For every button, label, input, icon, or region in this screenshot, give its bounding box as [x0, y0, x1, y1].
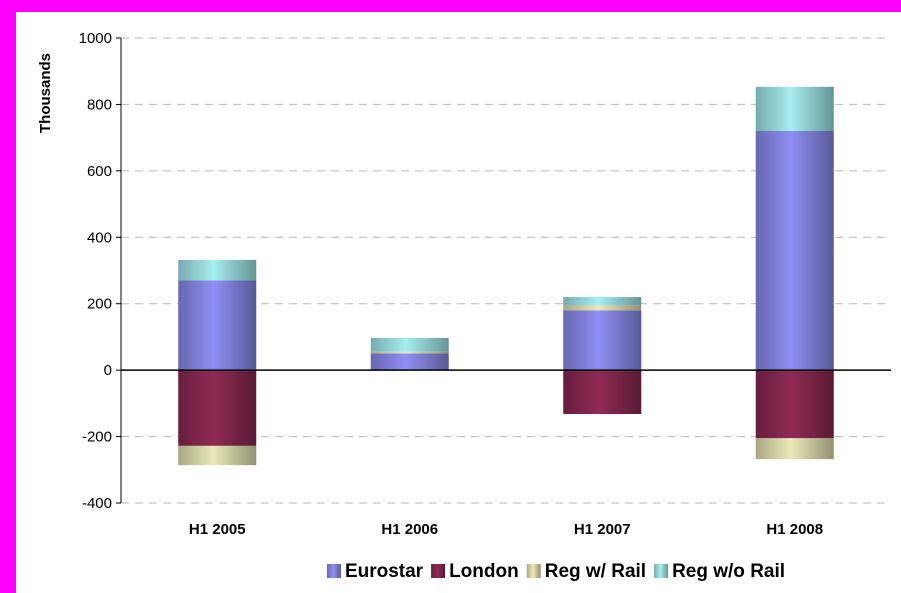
- bar-eurostar: [563, 310, 642, 371]
- bar-eurostar: [178, 280, 257, 371]
- y-axis-title: Thousands: [37, 53, 54, 133]
- y-tick-label: 800: [87, 96, 112, 113]
- x-category-label: H1 2008: [766, 521, 823, 538]
- bar-london: [755, 370, 834, 439]
- x-category-label: H1 2006: [381, 521, 438, 538]
- bar-reg-w-rail: [178, 445, 257, 466]
- legend-item: Eurostar: [326, 561, 424, 582]
- bar-eurostar: [755, 131, 834, 371]
- legend-item: Reg w/o Rail: [654, 561, 785, 582]
- y-axis: 1000 800 600 400 200 0 -200 -400: [79, 30, 122, 512]
- legend-label: Eurostar: [345, 561, 424, 582]
- stacked-bar-chart: 1000 800 600 400 200 0 -200 -400 H1 2005 H1 2006…: [37, 30, 891, 582]
- bar-london: [563, 370, 642, 414]
- bars: [121, 86, 891, 466]
- x-axis-labels: H1 2005 H1 2006 H1 2007 H1 2008: [189, 521, 823, 538]
- legend-label: Reg w/ Rail: [545, 561, 646, 582]
- bar-reg-w-rail: [563, 305, 642, 311]
- bar-london: [178, 370, 257, 446]
- y-tick-label: 1000: [79, 30, 112, 47]
- x-category-label: H1 2005: [189, 521, 246, 538]
- y-tick-label: 200: [87, 296, 112, 313]
- chart-frame: 1000 800 600 400 200 0 -200 -400 H1 2005 H1 2006…: [16, 12, 901, 593]
- bar-reg-w-rail: [755, 438, 834, 460]
- bar-eurostar: [370, 353, 449, 371]
- bar-reg-w-o-rail: [563, 297, 642, 306]
- legend: Eurostar London Reg w/ Rail Reg w/o Rail: [326, 561, 785, 582]
- gridlines: [121, 37, 891, 504]
- legend-swatch: [526, 564, 541, 578]
- legend-swatch: [431, 564, 446, 578]
- y-tick-label: -200: [82, 429, 112, 446]
- bar-reg-w-o-rail: [370, 337, 449, 352]
- y-tick-label: 600: [87, 163, 112, 180]
- bar-reg-w-o-rail: [178, 259, 257, 281]
- legend-item: London: [431, 561, 519, 582]
- y-tick-label: -400: [82, 495, 112, 512]
- x-category-label: H1 2007: [574, 521, 631, 538]
- bar-reg-w-o-rail: [755, 86, 834, 131]
- legend-label: London: [449, 561, 519, 582]
- y-tick-label: 400: [87, 229, 112, 246]
- legend-swatch: [326, 564, 341, 578]
- y-tick-label: 0: [104, 362, 112, 379]
- legend-item: Reg w/ Rail: [526, 561, 646, 582]
- bar-reg-w-rail: [370, 351, 449, 354]
- legend-swatch: [654, 564, 669, 578]
- legend-label: Reg w/o Rail: [672, 561, 785, 582]
